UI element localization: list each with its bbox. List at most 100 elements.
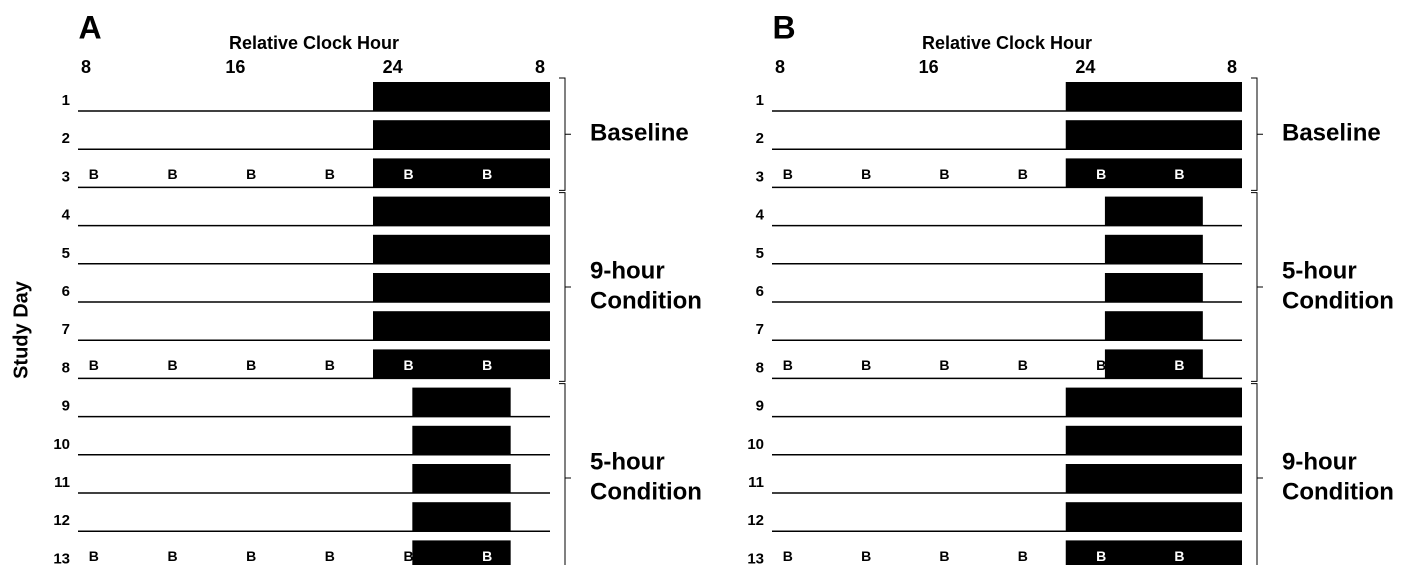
day-label: 6 xyxy=(756,283,764,300)
day-label: 5 xyxy=(756,245,764,262)
day-label: 2 xyxy=(62,130,70,147)
day-label: 3 xyxy=(62,168,70,185)
blood-draw-marker: B xyxy=(1174,166,1184,182)
day-label: 4 xyxy=(62,207,71,224)
blood-draw-marker: B xyxy=(325,548,335,564)
sleep-block xyxy=(1104,196,1203,226)
blood-draw-marker: B xyxy=(482,357,492,373)
blood-draw-marker: B xyxy=(939,357,949,373)
day-label: 4 xyxy=(756,207,765,224)
group-label: Condition xyxy=(1282,478,1394,505)
group-label: 9-hour xyxy=(590,257,665,284)
blood-draw-marker: B xyxy=(783,357,793,373)
day-label: 5 xyxy=(62,245,70,262)
blood-draw-marker: B xyxy=(89,548,99,564)
x-tick-label: 8 xyxy=(775,57,785,77)
blood-draw-marker: B xyxy=(1018,166,1028,182)
axis-title: Relative Clock Hour xyxy=(922,33,1092,53)
day-label: 13 xyxy=(747,550,764,565)
blood-draw-marker: B xyxy=(1018,357,1028,373)
day-label: 12 xyxy=(53,512,70,529)
day-label: 1 xyxy=(756,92,764,109)
day-label: 3 xyxy=(756,168,764,185)
blood-draw-marker: B xyxy=(939,548,949,564)
sleep-block xyxy=(412,425,511,455)
blood-draw-marker: B xyxy=(1096,166,1106,182)
axis-title: Relative Clock Hour xyxy=(229,33,399,53)
sleep-block xyxy=(412,464,511,493)
sleep-block xyxy=(1065,387,1242,417)
sleep-block xyxy=(373,273,550,302)
y-axis-label: Study Day xyxy=(10,280,32,379)
blood-draw-marker: B xyxy=(861,357,871,373)
blood-draw-marker: B xyxy=(246,357,256,373)
day-label: 1 xyxy=(62,92,70,109)
blood-draw-marker: B xyxy=(89,166,99,182)
day-label: 8 xyxy=(62,359,70,376)
blood-draw-marker: B xyxy=(861,166,871,182)
sleep-block xyxy=(373,349,550,379)
group-label: Condition xyxy=(590,287,702,314)
sleep-block xyxy=(1065,502,1242,532)
sleep-block xyxy=(373,158,550,188)
sleep-block xyxy=(373,311,550,341)
group-label: 5-hour xyxy=(1282,257,1357,284)
panel-label: A xyxy=(78,9,101,45)
sleep-block xyxy=(1065,425,1242,455)
blood-draw-marker: B xyxy=(167,357,177,373)
sleep-block xyxy=(1104,273,1203,302)
blood-draw-marker: B xyxy=(783,166,793,182)
blood-draw-marker: B xyxy=(1174,548,1184,564)
group-bracket xyxy=(1251,383,1263,565)
sleep-block xyxy=(1065,540,1242,565)
x-tick-label: 24 xyxy=(1075,57,1095,77)
blood-draw-marker: B xyxy=(403,357,413,373)
x-tick-label: 16 xyxy=(225,57,245,77)
day-label: 11 xyxy=(748,474,764,491)
blood-draw-marker: B xyxy=(939,166,949,182)
x-tick-label: 8 xyxy=(1227,57,1237,77)
group-label: Baseline xyxy=(1282,120,1381,147)
sleep-block xyxy=(1104,311,1203,341)
group-bracket xyxy=(559,77,571,191)
group-label: Baseline xyxy=(590,120,689,147)
blood-draw-marker: B xyxy=(482,548,492,564)
sleep-block xyxy=(1065,464,1242,493)
day-label: 7 xyxy=(62,321,70,338)
day-label: 10 xyxy=(747,436,764,453)
day-label: 7 xyxy=(756,321,764,338)
day-label: 8 xyxy=(756,359,764,376)
day-label: 13 xyxy=(53,550,70,565)
blood-draw-marker: B xyxy=(325,357,335,373)
sleep-block xyxy=(412,540,511,565)
blood-draw-marker: B xyxy=(89,357,99,373)
blood-draw-marker: B xyxy=(403,166,413,182)
sleep-block xyxy=(373,82,550,111)
sleep-block xyxy=(373,120,550,150)
sleep-block xyxy=(1065,120,1242,150)
group-label: 5-hour xyxy=(590,448,665,475)
blood-draw-marker: B xyxy=(167,166,177,182)
sleep-block xyxy=(1065,82,1242,111)
blood-draw-marker: B xyxy=(167,548,177,564)
day-label: 9 xyxy=(62,398,70,415)
blood-draw-marker: B xyxy=(482,166,492,182)
group-bracket xyxy=(1251,77,1263,191)
day-label: 12 xyxy=(747,512,764,529)
day-label: 6 xyxy=(62,283,70,300)
group-label: Condition xyxy=(590,478,702,505)
blood-draw-marker: B xyxy=(861,548,871,564)
panel-label: B xyxy=(772,9,795,45)
x-tick-label: 8 xyxy=(81,57,91,77)
sleep-block xyxy=(412,502,511,532)
group-label: 9-hour xyxy=(1282,448,1357,475)
group-label: Condition xyxy=(1282,287,1394,314)
blood-draw-marker: B xyxy=(246,548,256,564)
sleep-block xyxy=(1104,234,1203,264)
blood-draw-marker: B xyxy=(1096,548,1106,564)
blood-draw-marker: B xyxy=(246,166,256,182)
sleep-block xyxy=(1065,158,1242,188)
x-tick-label: 24 xyxy=(383,57,403,77)
group-bracket xyxy=(559,383,571,565)
